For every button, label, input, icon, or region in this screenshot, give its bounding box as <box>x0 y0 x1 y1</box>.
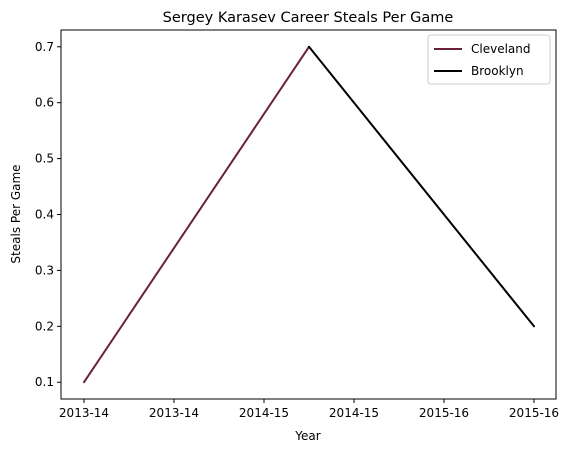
y-axis-title: Steals Per Game <box>9 164 23 263</box>
x-tick-label: 2013-14 <box>59 406 109 420</box>
x-tick-label: 2015-16 <box>509 406 559 420</box>
legend-label-cleveland: Cleveland <box>471 42 531 56</box>
y-tick-label: 0.1 <box>35 375 54 389</box>
chart-title: Sergey Karasev Career Steals Per Game <box>163 10 454 26</box>
y-tick-label: 0.3 <box>35 263 54 277</box>
y-tick-label: 0.5 <box>35 152 54 166</box>
plot-area <box>61 30 556 399</box>
x-tick-label: 2013-14 <box>149 406 199 420</box>
y-axis: 0.1 0.2 0.3 0.4 0.5 0.6 0.7 <box>35 40 61 389</box>
series-line-cleveland <box>84 47 309 382</box>
y-tick-label: 0.2 <box>35 319 54 333</box>
y-tick-label: 0.7 <box>35 40 54 54</box>
series-line-brooklyn <box>309 47 534 327</box>
plot-frame <box>61 30 556 399</box>
x-tick-label: 2014-15 <box>329 406 379 420</box>
y-tick-label: 0.4 <box>35 208 54 222</box>
legend-label-brooklyn: Brooklyn <box>471 64 524 78</box>
y-tick-label: 0.6 <box>35 96 54 110</box>
legend: Cleveland Brooklyn <box>428 35 550 84</box>
x-tick-label: 2014-15 <box>239 406 289 420</box>
x-tick-label: 2015-16 <box>419 406 469 420</box>
series-lines <box>84 47 534 382</box>
x-axis: 2013-14 2013-14 2014-15 2014-15 2015-16 2015-… <box>59 399 559 420</box>
x-axis-title: Year <box>294 429 320 443</box>
